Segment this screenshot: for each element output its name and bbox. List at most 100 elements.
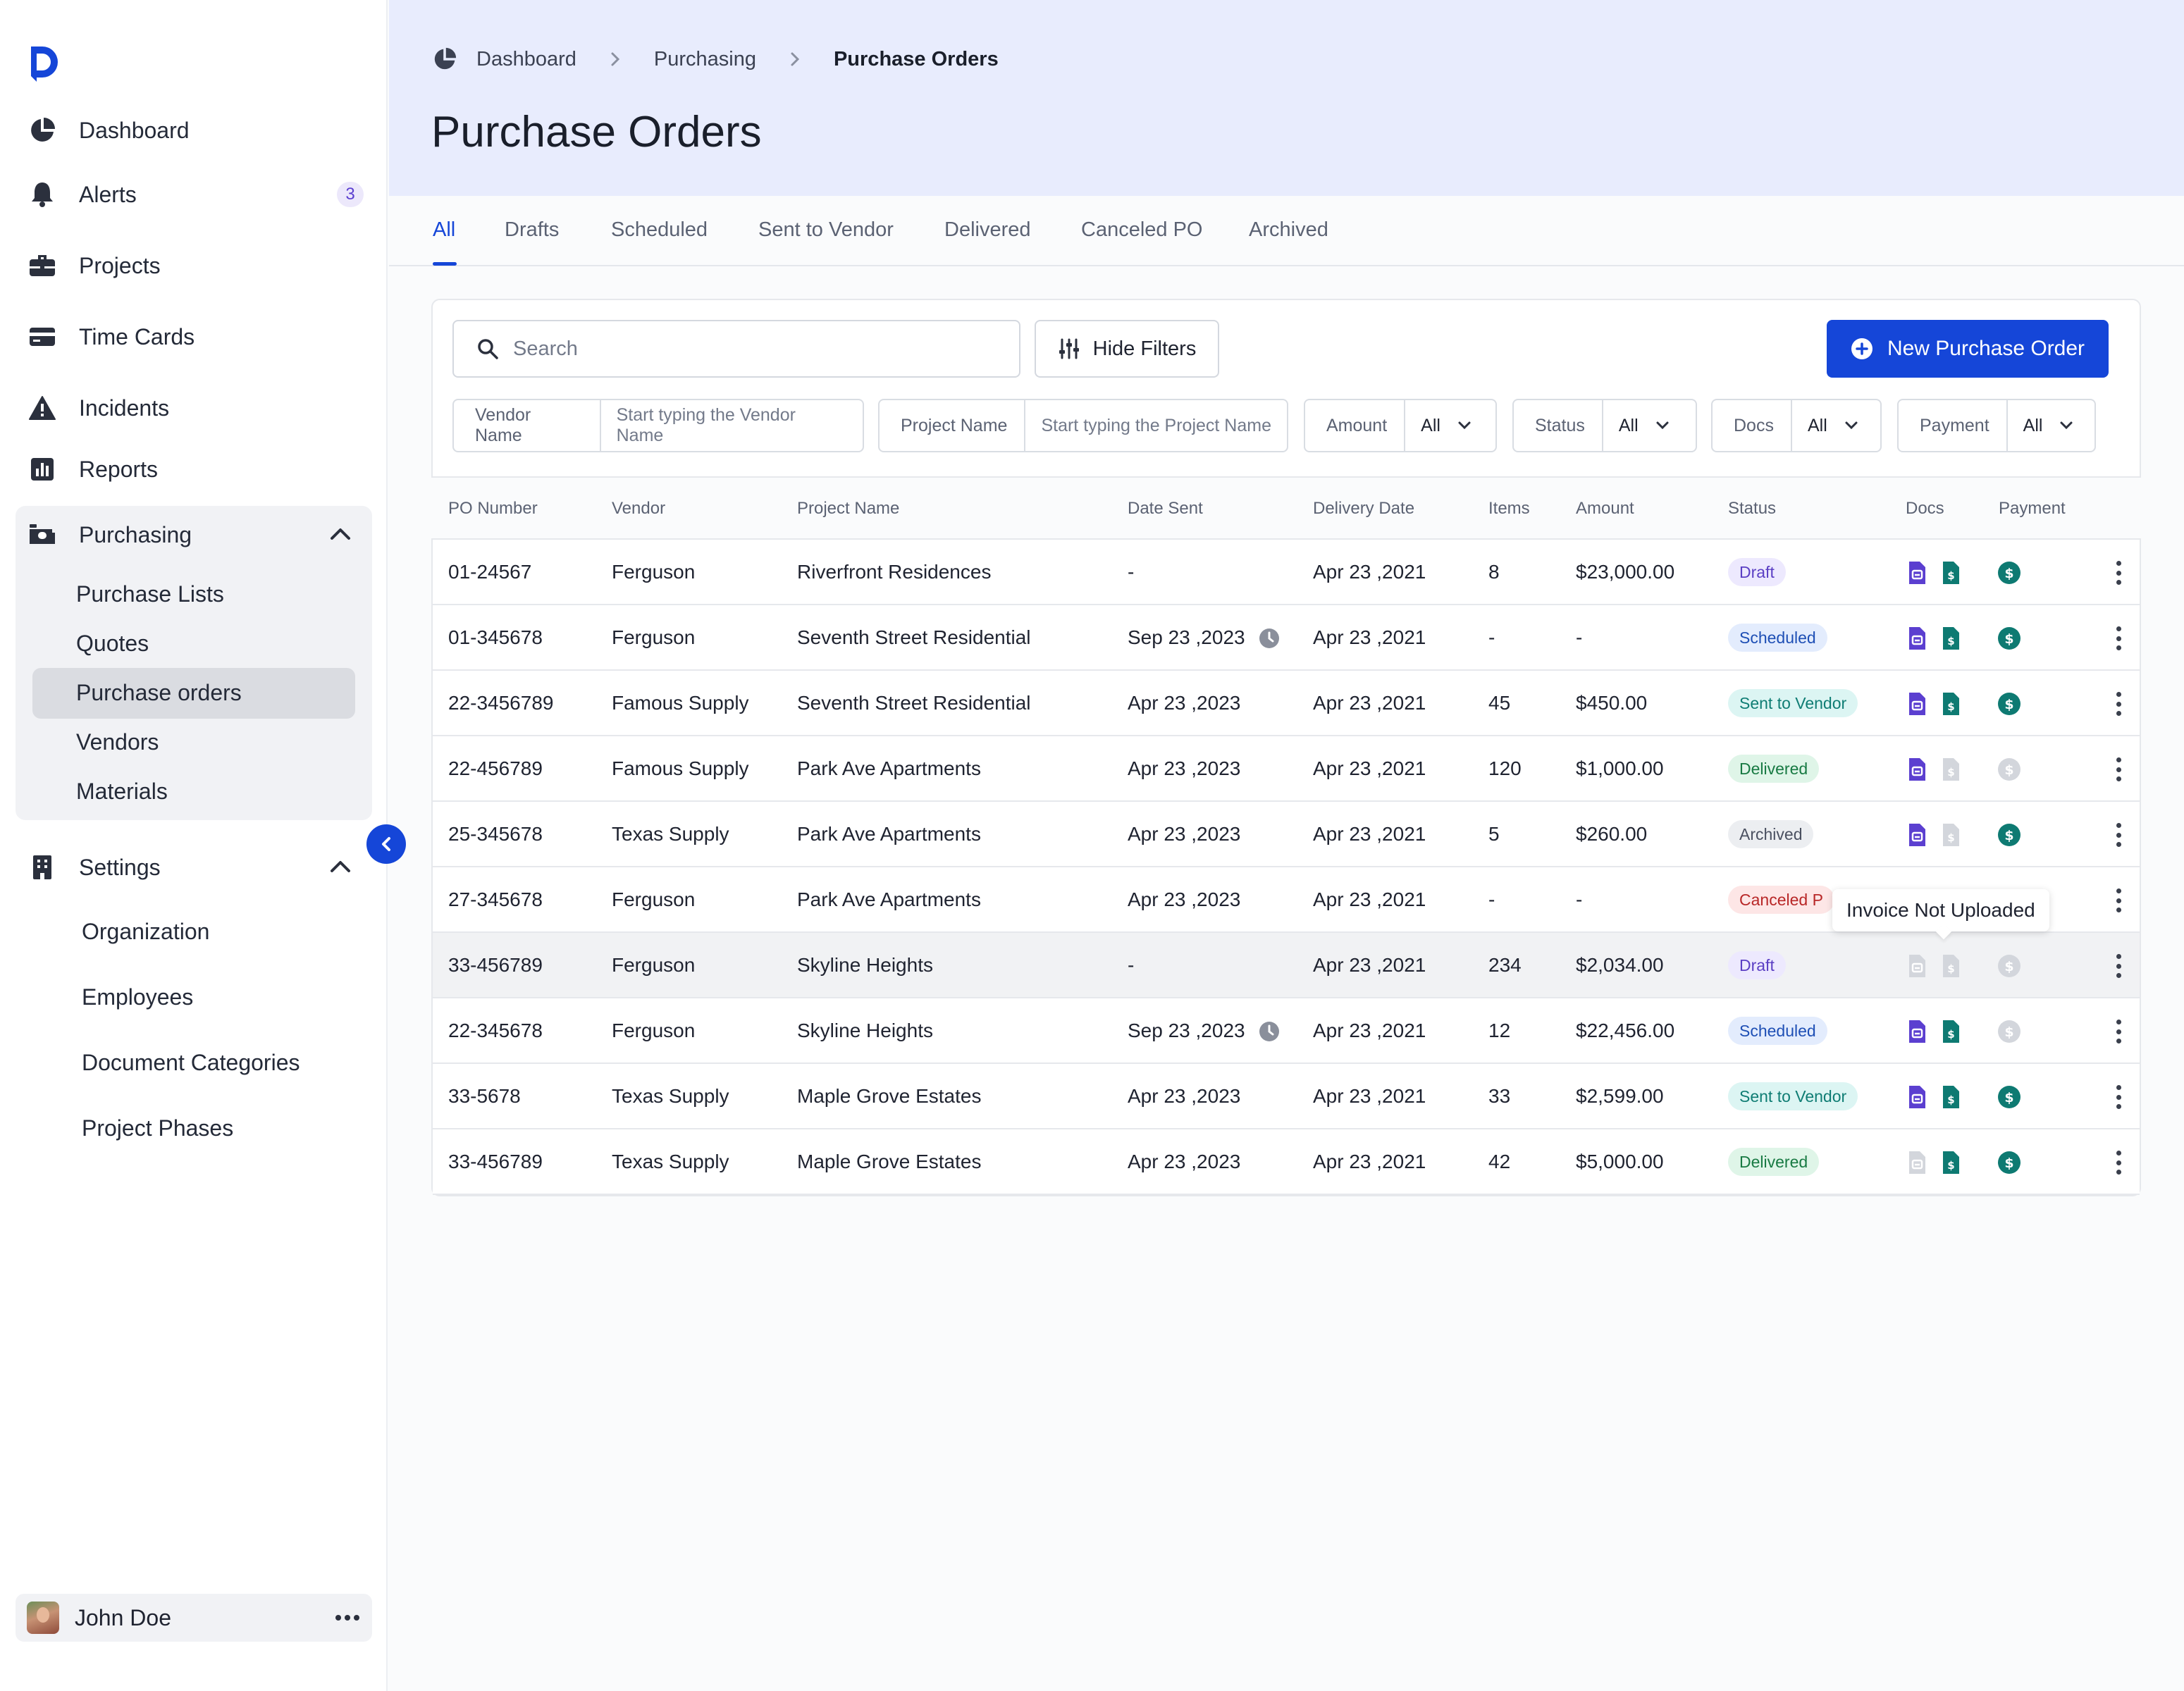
sidebar-item-materials[interactable]: Materials [76,778,168,804]
sidebar-item-settings[interactable]: Settings [17,843,372,892]
po-number-cell[interactable]: 01-24567 [448,561,532,583]
po-document-icon[interactable] [1906,692,1928,716]
sidebar-item-time-cards[interactable]: Time Cards [17,312,372,361]
row-actions-kebab-icon[interactable] [2107,561,2130,585]
po-number-cell[interactable]: 01-345678 [448,626,543,648]
row-actions-kebab-icon[interactable] [2107,888,2130,912]
more-horizontal-icon[interactable] [335,1615,359,1621]
sidebar-item-incidents[interactable]: Incidents [17,383,372,433]
row-actions-kebab-icon[interactable] [2107,1085,2130,1109]
invoice-document-icon[interactable]: $ [1939,1020,1962,1043]
invoice-document-icon[interactable]: $ [1939,561,1962,585]
row-actions-kebab-icon[interactable] [2107,1020,2130,1043]
po-document-icon[interactable] [1906,1085,1928,1109]
row-actions-kebab-icon[interactable] [2107,626,2130,650]
breadcrumb-purchasing[interactable]: Purchasing [653,47,756,70]
payment-icon[interactable]: $ [1997,954,2020,978]
tab-delivered[interactable]: Delivered [944,218,1031,241]
payment-icon[interactable]: $ [1997,1151,2020,1175]
tab-sent-to-vendor[interactable]: Sent to Vendor [758,218,894,241]
sidebar-item-purchase-lists[interactable]: Purchase Lists [76,581,224,607]
amount-filter[interactable]: Amount All [1304,399,1497,452]
table-row[interactable]: 22-456789 Famous Supply Park Ave Apartme… [433,736,2140,802]
invoice-document-icon[interactable]: $ [1939,626,1962,650]
breadcrumb-dashboard[interactable]: Dashboard [476,47,576,70]
po-number-cell[interactable]: 22-456789 [448,757,543,779]
tab-drafts[interactable]: Drafts [505,218,560,241]
table-row[interactable]: 01-345678 Ferguson Seventh Street Reside… [433,605,2140,671]
po-document-icon[interactable] [1906,1020,1928,1043]
column-header[interactable]: PO Number [448,499,538,518]
column-header[interactable]: Status [1728,499,1777,518]
search-input[interactable] [513,337,1006,361]
invoice-document-icon[interactable]: $ [1939,954,1962,978]
chevron-up-icon[interactable] [330,527,351,541]
sidebar-item-vendors[interactable]: Vendors [76,729,159,755]
tab-all[interactable]: All [433,218,456,241]
sidebar-item-reports[interactable]: Reports [17,445,372,494]
po-document-icon[interactable] [1906,823,1928,847]
column-header[interactable]: Vendor [612,499,666,518]
column-header[interactable]: Items [1488,499,1530,518]
po-document-icon[interactable] [1906,954,1928,978]
po-document-icon[interactable] [1906,626,1928,650]
po-number-cell[interactable]: 22-3456789 [448,692,554,714]
row-actions-kebab-icon[interactable] [2107,692,2130,716]
table-row[interactable]: 01-24567 Ferguson Riverfront Residences … [433,540,2140,605]
row-actions-kebab-icon[interactable] [2107,954,2130,978]
po-document-icon[interactable] [1906,561,1928,585]
po-number-cell[interactable]: 33-456789 [448,954,543,976]
docs-filter[interactable]: Docs All [1711,399,1882,452]
status-filter[interactable]: Status All [1512,399,1697,452]
column-header[interactable]: Docs [1906,499,1944,518]
row-actions-kebab-icon[interactable] [2107,823,2130,847]
column-header[interactable]: Delivery Date [1313,499,1415,518]
table-row[interactable]: 25-345678 Texas Supply Park Ave Apartmen… [433,802,2140,867]
tab-archived[interactable]: Archived [1249,218,1328,241]
sidebar-item-organization[interactable]: Organization [82,919,210,944]
invoice-document-icon[interactable]: $ [1939,757,1962,781]
payment-icon[interactable]: $ [1997,1020,2020,1043]
po-number-cell[interactable]: 33-456789 [448,1151,543,1172]
table-row[interactable]: 22-3456789 Famous Supply Seventh Street … [433,671,2140,736]
invoice-document-icon[interactable]: $ [1939,823,1962,847]
table-row[interactable]: 33-456789 Ferguson Skyline Heights - Apr… [433,933,2140,998]
payment-icon[interactable]: $ [1997,757,2020,781]
invoice-document-icon[interactable]: $ [1939,1085,1962,1109]
invoice-document-icon[interactable]: $ [1939,692,1962,716]
sidebar-item-dashboard[interactable]: Dashboard [17,106,372,155]
sidebar-item-employees[interactable]: Employees [82,984,194,1010]
po-number-cell[interactable]: 25-345678 [448,823,543,845]
tab-canceled-po[interactable]: Canceled PO [1081,218,1203,241]
row-actions-kebab-icon[interactable] [2107,1151,2130,1175]
sidebar-item-projects[interactable]: Projects [17,241,372,290]
sidebar-item-purchasing[interactable]: Purchasing [17,510,372,559]
table-row[interactable]: 33-456789 Texas Supply Maple Grove Estat… [433,1129,2140,1195]
po-document-icon[interactable] [1906,1151,1928,1175]
po-document-icon[interactable] [1906,757,1928,781]
tab-scheduled[interactable]: Scheduled [611,218,708,241]
po-number-cell[interactable]: 33-5678 [448,1085,521,1107]
invoice-document-icon[interactable]: $ [1939,1151,1962,1175]
payment-icon[interactable]: $ [1997,561,2020,585]
hide-filters-button[interactable]: Hide Filters [1035,320,1219,378]
user-card[interactable]: John Doe [16,1594,372,1642]
chevron-up-icon[interactable] [330,860,351,874]
column-header[interactable]: Amount [1576,499,1634,518]
vendor-name-filter[interactable]: Vendor Name Start typing the Vendor Name [452,399,864,452]
column-header[interactable]: Payment [1999,499,2066,518]
po-number-cell[interactable]: 27-345678 [448,888,543,910]
new-purchase-order-button[interactable]: New Purchase Order [1827,320,2109,378]
payment-icon[interactable]: $ [1997,692,2020,716]
table-row[interactable]: 33-5678 Texas Supply Maple Grove Estates… [433,1064,2140,1129]
po-number-cell[interactable]: 22-345678 [448,1020,543,1041]
column-header[interactable]: Project Name [797,499,900,518]
payment-icon[interactable]: $ [1997,823,2020,847]
payment-icon[interactable]: $ [1997,626,2020,650]
project-name-input[interactable]: Start typing the Project Name [1041,415,1271,435]
sidebar-item-document-categories[interactable]: Document Categories [82,1050,300,1075]
payment-filter[interactable]: Payment All [1897,399,2096,452]
payment-icon[interactable]: $ [1997,1085,2020,1109]
row-actions-kebab-icon[interactable] [2107,757,2130,781]
vendor-name-input[interactable]: Start typing the Vendor Name [616,405,796,445]
